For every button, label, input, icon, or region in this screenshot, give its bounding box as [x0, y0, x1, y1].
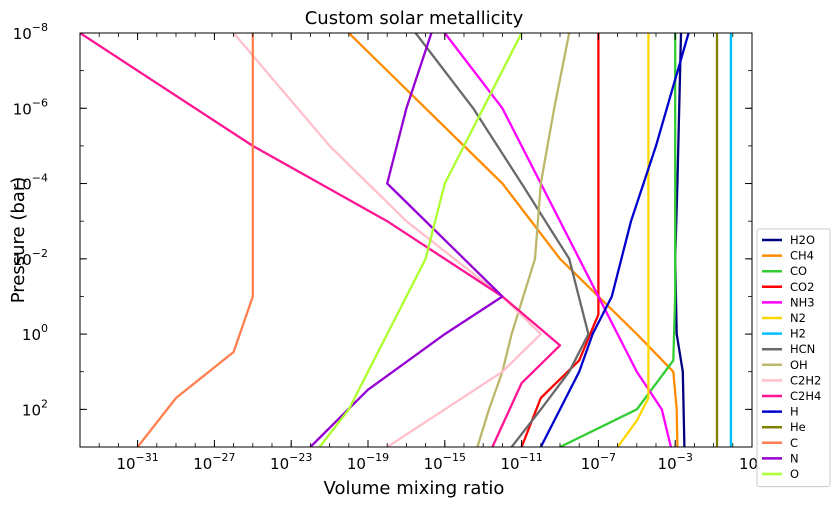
series-line-n [309, 33, 504, 447]
x-tick-label: 10−11 [500, 451, 542, 473]
series-group [80, 33, 733, 447]
legend-label-hcn: HCN [790, 342, 815, 356]
y-tick-label: 10−6 [13, 96, 48, 118]
x-tick-label: 10−23 [270, 451, 312, 473]
series-line-ch4 [347, 33, 679, 447]
x-tick-label: 10−19 [347, 451, 389, 473]
x-tick-label: 10−27 [193, 451, 235, 473]
series-line-n2 [616, 33, 650, 447]
series-line-co2 [520, 33, 600, 447]
legend-label-c2h2: C2H2 [790, 373, 821, 387]
legend-label-ch4: CH4 [790, 249, 814, 263]
x-tick-label: 10−3 [658, 451, 693, 473]
legend-label-oh: OH [790, 358, 808, 372]
x-tick-label: 10−15 [424, 451, 466, 473]
y-tick-label: 10−2 [13, 247, 48, 269]
legend-label-o: O [790, 467, 799, 481]
series-line-c2h2 [232, 33, 542, 447]
y-axis: 10−8 10−6 10−4 10−2 100 102 [13, 21, 752, 448]
series-line-co [559, 33, 677, 447]
legend-label-h2o: H2O [790, 233, 815, 247]
series-line-hcn [414, 33, 590, 447]
legend-label-nh3: NH3 [790, 295, 815, 309]
legend-label-n: N [790, 451, 799, 465]
legend-label-h2: H2 [790, 327, 806, 341]
legend-label-co: CO [790, 264, 807, 278]
series-line-c2h4 [80, 33, 562, 447]
legend-box [756, 228, 831, 488]
y-tick-label: 10−4 [13, 172, 48, 194]
legend-label-c: C [790, 436, 798, 450]
legend-label-co2: CO2 [790, 280, 814, 294]
series-line-nh3 [443, 33, 673, 447]
legend-label-n2: N2 [790, 311, 806, 325]
y-tick-label: 102 [22, 397, 48, 419]
chart-title: Custom solar metallicity [305, 8, 524, 29]
x-axis: 10−31 10−27 10−23 10−19 10−15 10−11 10−7 10−3 10… [79, 33, 765, 473]
y-tick-label: 100 [22, 322, 48, 344]
x-axis-label: Volume mixing ratio [324, 478, 505, 499]
plot-area [79, 32, 753, 448]
series-line-o [318, 33, 523, 447]
legend-label-h: H [790, 405, 799, 419]
legend-label-he: He [790, 420, 806, 434]
series-line-h2o [674, 33, 686, 447]
x-tick-label: 10−31 [116, 451, 158, 473]
series-line-c [136, 33, 254, 447]
y-tick-label: 10−8 [13, 21, 48, 43]
legend-label-c2h4: C2H4 [790, 389, 821, 403]
plot-frame [79, 32, 753, 448]
series-line-oh [476, 33, 571, 447]
y-axis-label: Pressure (bar) [8, 177, 29, 303]
x-tick-label: 10−7 [581, 451, 616, 473]
series-line-h [539, 33, 690, 447]
